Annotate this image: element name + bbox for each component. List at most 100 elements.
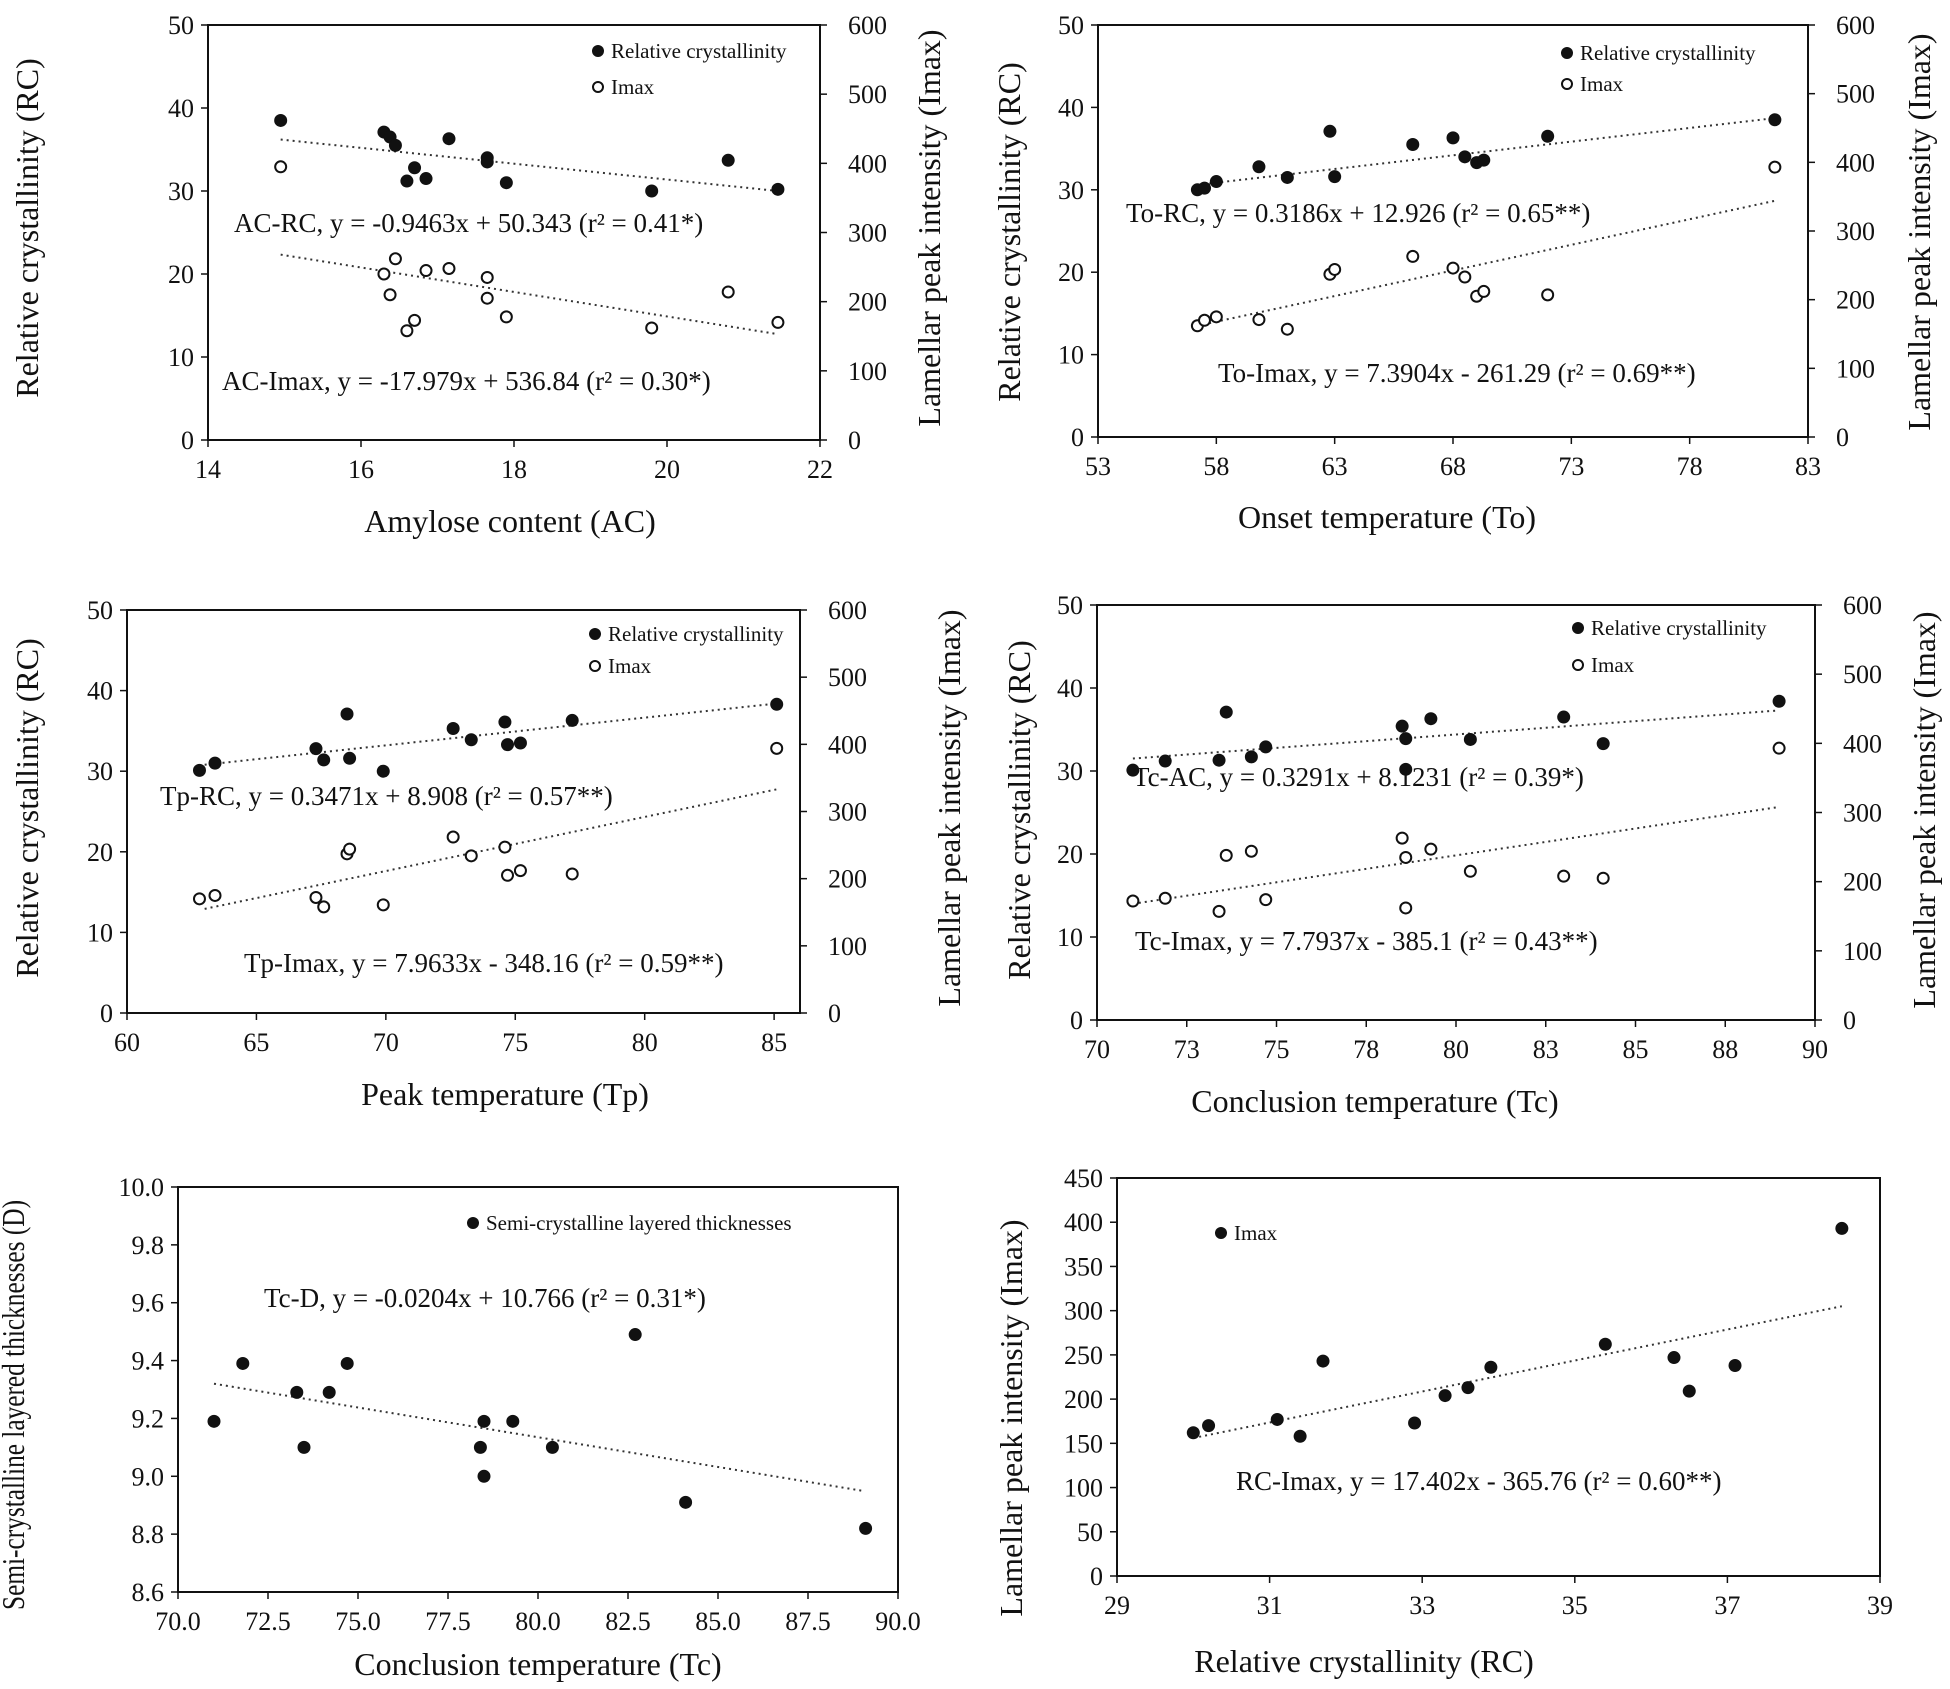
data-point-imax — [1259, 893, 1273, 907]
legend-marker-rc — [592, 45, 604, 57]
x-tick-label: 70 — [1084, 1035, 1110, 1064]
data-point-imax — [1186, 1426, 1200, 1440]
trendline-imax — [1132, 805, 1780, 905]
data-point-imax — [208, 888, 222, 902]
y2-tick-label: 100 — [1843, 937, 1882, 966]
x-tick-label: 72.5 — [245, 1607, 291, 1636]
legend-label-imax: Imax — [608, 654, 652, 678]
y-tick-label: 50 — [168, 11, 194, 40]
y2-tick-label: 600 — [1843, 591, 1882, 620]
data-point-relative-crystallinity — [442, 132, 456, 146]
data-point-relative-crystallinity — [1458, 150, 1472, 164]
plot-frame — [177, 1186, 899, 1593]
data-point-semi-crystalline-layered-thicknesses — [628, 1328, 642, 1342]
y2-tick-label: 400 — [848, 149, 887, 178]
data-point-imax — [565, 867, 579, 881]
data-point-imax — [501, 868, 515, 882]
legend-marker-imax — [1572, 659, 1584, 671]
y-axis-title: Relative crystallinity (RC) — [9, 638, 45, 977]
data-point-imax — [377, 267, 391, 281]
y2-tick-label: 400 — [1843, 729, 1882, 758]
y-tick-label: 10 — [1058, 341, 1084, 370]
data-point-imax — [1772, 741, 1786, 755]
data-point-imax — [1198, 313, 1211, 327]
data-point-imax — [1835, 1221, 1849, 1235]
data-point-imax — [1667, 1351, 1681, 1365]
data-point-semi-crystalline-layered-thicknesses — [340, 1356, 354, 1370]
legend-label-rc: Relative crystallinity — [608, 622, 784, 646]
data-point-relative-crystallinity — [1252, 160, 1266, 174]
x-tick-label: 33 — [1409, 1591, 1435, 1620]
x-tick-label: 22 — [807, 455, 833, 484]
y-tick-label: 200 — [1064, 1385, 1103, 1414]
plot-area: 53 58 63 68 73 78 8301020304050010020030040050… — [1058, 11, 1875, 481]
y2-tick-label: 300 — [848, 219, 887, 248]
data-point-relative-crystallinity — [1399, 732, 1413, 746]
trendline-relative-crystallinity — [204, 702, 777, 766]
data-point-imax — [442, 261, 456, 275]
data-point-relative-crystallinity — [1596, 737, 1610, 751]
trendline-relative-crystallinity — [1197, 117, 1775, 186]
y-tick-label: 10.0 — [119, 1173, 165, 1202]
data-point-relative-crystallinity — [1477, 153, 1491, 167]
y2-axis-title: Lamellar peak intensity (Imax) — [1901, 33, 1937, 430]
data-point-imax — [376, 898, 390, 912]
data-point-relative-crystallinity — [771, 182, 785, 196]
x-tick-label: 58 — [1203, 452, 1229, 481]
panel-amylose-content: 14 16 18 20 22010203040500100200300400500600… — [9, 11, 947, 539]
y-tick-label: 40 — [1058, 93, 1084, 122]
y-tick-label: 20 — [87, 838, 113, 867]
x-tick-label: 70.0 — [155, 1607, 201, 1636]
equation-tc-imax: Tc-Imax, y = 7.7937x - 385.1 (r² = 0.43*… — [1135, 926, 1598, 956]
panel-peak-temperature: 60 65 70 75 80 850102030405001002003004005006… — [9, 596, 967, 1112]
x-tick-label: 60 — [114, 1028, 140, 1057]
data-point-imax — [1458, 270, 1472, 284]
x-axis-title: Onset temperature (To) — [1238, 499, 1536, 535]
data-point-imax — [1406, 249, 1420, 263]
data-point-relative-crystallinity — [480, 155, 494, 169]
y-tick-label: 30 — [87, 757, 113, 786]
y2-tick-label: 500 — [848, 80, 887, 109]
data-point-relative-crystallinity — [1446, 131, 1460, 145]
x-tick-label: 14 — [195, 455, 221, 484]
y2-tick-label: 300 — [828, 798, 867, 827]
data-point-relative-crystallinity — [388, 138, 402, 152]
y-tick-label: 9.0 — [132, 1462, 165, 1491]
x-tick-label: 65 — [243, 1028, 269, 1057]
y2-tick-label: 600 — [828, 596, 867, 625]
data-point-imax — [309, 890, 323, 904]
y-tick-label: 0 — [181, 426, 194, 455]
y-tick-label: 9.4 — [132, 1347, 165, 1376]
y2-tick-label: 500 — [828, 663, 867, 692]
y-tick-label: 9.2 — [132, 1404, 165, 1433]
plot-area: 60 65 70 75 80 850102030405001002003004005006… — [87, 596, 867, 1057]
data-point-imax — [499, 310, 513, 324]
y2-tick-label: 600 — [1836, 11, 1875, 40]
data-point-relative-crystallinity — [1768, 113, 1782, 127]
data-point-imax — [1293, 1429, 1307, 1443]
data-point-imax — [770, 741, 784, 755]
x-tick-label: 20 — [654, 455, 680, 484]
data-point-imax — [513, 864, 527, 878]
y2-tick-label: 0 — [848, 426, 861, 455]
data-point-imax — [498, 840, 512, 854]
data-point-imax — [1280, 322, 1294, 336]
y-tick-label: 20 — [1058, 258, 1084, 287]
y2-tick-label: 0 — [1843, 1006, 1856, 1035]
data-point-imax — [1252, 313, 1266, 327]
legend-marker-d — [467, 1217, 479, 1229]
legend-label-d: Semi-crystalline layered thicknesses — [486, 1211, 792, 1235]
data-point-relative-crystallinity — [645, 184, 659, 198]
data-point-imax — [1484, 1360, 1498, 1374]
y-tick-label: 9.6 — [132, 1289, 165, 1318]
equation-tp-rc: Tp-RC, y = 0.3471x + 8.908 (r² = 0.57**) — [160, 781, 613, 811]
y-tick-label: 450 — [1064, 1164, 1103, 1193]
data-point-imax — [1682, 1384, 1696, 1398]
data-point-relative-crystallinity — [192, 763, 206, 777]
x-axis-title: Peak temperature (Tp) — [361, 1076, 649, 1112]
data-point-semi-crystalline-layered-thicknesses — [545, 1440, 559, 1454]
data-point-relative-crystallinity — [1280, 170, 1294, 184]
x-tick-label: 80.0 — [515, 1607, 561, 1636]
data-point-imax — [1395, 831, 1409, 845]
x-tick-label: 77.5 — [425, 1607, 471, 1636]
